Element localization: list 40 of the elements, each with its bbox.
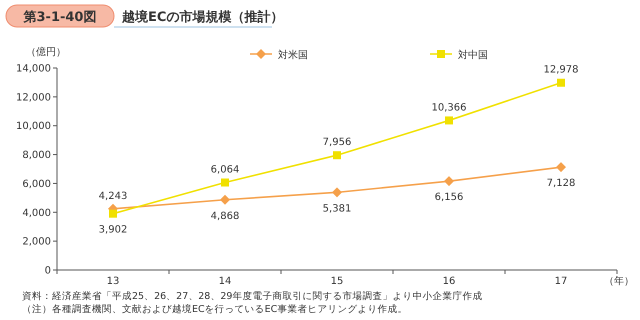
point — [333, 151, 341, 160]
data-label: 12,978 — [544, 64, 578, 76]
data-label: 4,868 — [210, 210, 240, 222]
data-label: 5,381 — [322, 203, 352, 214]
data-label: 3,902 — [98, 224, 128, 236]
y-tick-label: 2,000 — [22, 236, 51, 248]
chart-title: 第3-1-40図 — [22, 10, 96, 25]
data-label: 10,366 — [432, 102, 466, 114]
y-tick-label: 14,000 — [16, 64, 51, 74]
y-tick-label: 6,000 — [22, 178, 51, 190]
point — [221, 178, 229, 187]
x-tick-label: 13 — [106, 276, 120, 287]
point — [556, 162, 566, 172]
data-label: 7,128 — [546, 178, 576, 190]
chart-subtitle: 越境ECの市場規模（推計） — [121, 9, 284, 25]
point — [109, 210, 117, 218]
y-tick-label: 8,000 — [22, 150, 51, 162]
text: （注）各種調査機関、文献および越境ECを行っているEC事業者ヒアリングより作成。 — [22, 303, 408, 315]
x-tick-label: 15 — [330, 276, 344, 287]
y-tick-label: 0 — [44, 266, 51, 276]
legend-label: 対中国 — [458, 49, 488, 61]
legend-label: 対米国 — [278, 49, 308, 61]
point — [332, 187, 342, 198]
point — [444, 176, 454, 186]
y-tick-label: 12,000 — [16, 92, 51, 104]
x-tick-label: 17 — [554, 276, 568, 287]
y-axis-title: （億円） — [26, 46, 66, 58]
data-label: 6,156 — [434, 192, 464, 204]
data-label: 7,956 — [322, 137, 352, 148]
x-tick-label: 14 — [218, 276, 232, 287]
point — [445, 116, 453, 124]
point — [557, 78, 565, 87]
data-label: 6,064 — [210, 164, 240, 176]
data-label: 4,243 — [98, 190, 128, 202]
y-tick-label: 10,000 — [16, 121, 51, 132]
point — [220, 194, 230, 205]
x-tick-label: 16 — [442, 276, 456, 287]
text: 資料：経済産業省「平成25、26、27、28、29年度電子商取引に関する市場調査」より中小企業庁作成 — [22, 290, 482, 302]
x-axis-title: （年） — [604, 275, 634, 287]
y-tick-label: 4,000 — [22, 208, 51, 219]
